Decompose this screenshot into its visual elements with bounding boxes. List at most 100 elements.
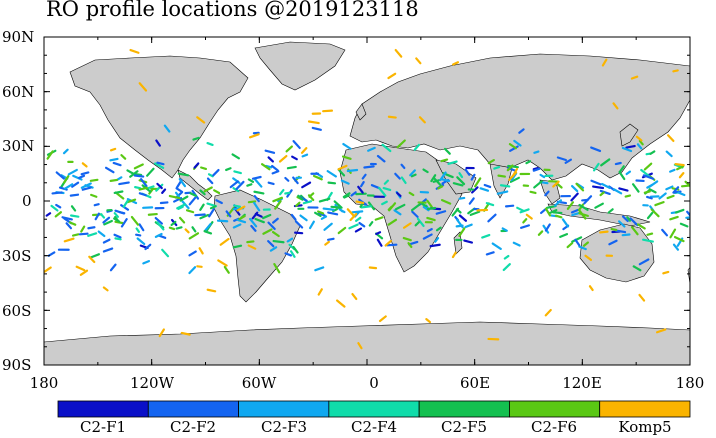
- ro-profile-marker: [133, 174, 145, 178]
- ro-profile-marker: [154, 216, 163, 225]
- ro-profile-marker: [539, 208, 547, 215]
- ro-profile-marker: [178, 178, 187, 188]
- ro-profile-marker: [396, 139, 406, 149]
- ro-profile-marker: [625, 170, 632, 176]
- ro-profile-marker: [381, 200, 388, 206]
- ro-profile-marker: [669, 215, 679, 221]
- ro-profile-marker: [499, 184, 511, 188]
- ro-profile-marker: [231, 153, 241, 160]
- ro-profile-marker: [126, 198, 137, 204]
- ro-profile-marker: [271, 217, 279, 224]
- ro-profile-marker: [378, 186, 387, 197]
- ro-profile-marker: [578, 212, 589, 217]
- ro-profile-marker: [434, 236, 440, 243]
- ro-profile-marker: [677, 191, 686, 197]
- ro-profile-marker: [161, 188, 167, 194]
- ro-profile-marker: [590, 179, 602, 186]
- ro-profile-marker: [63, 175, 70, 184]
- ro-profile-marker: [646, 183, 654, 189]
- ro-profile-marker: [640, 168, 650, 177]
- ro-profile-marker: [368, 221, 374, 227]
- ro-profile-marker: [285, 145, 293, 153]
- ro-profile-marker: [114, 237, 122, 241]
- ro-profile-marker: [208, 208, 215, 218]
- legend-label-komp5: Komp5: [618, 418, 672, 436]
- ro-profile-marker: [479, 187, 490, 192]
- ro-profile-marker: [88, 255, 96, 264]
- ro-profile-marker: [522, 218, 528, 224]
- ro-profile-marker: [643, 162, 653, 171]
- ro-profile-marker: [400, 176, 407, 185]
- ro-profile-marker: [600, 182, 611, 190]
- ro-profile-marker: [415, 57, 422, 65]
- ro-profile-marker: [354, 227, 363, 233]
- ro-profile-marker: [665, 150, 673, 158]
- ro-profile-marker: [584, 254, 593, 262]
- ro-profile-marker: [236, 218, 247, 224]
- ro-profile-marker: [89, 178, 99, 182]
- ro-profile-marker: [470, 173, 476, 181]
- legend-label-c2-f5: C2-F5: [440, 418, 488, 436]
- ro-profile-marker: [368, 266, 378, 270]
- ro-profile-marker: [109, 157, 119, 162]
- ro-profile-marker: [564, 158, 572, 164]
- ro-profile-marker: [80, 225, 86, 233]
- ro-profile-marker: [636, 143, 643, 150]
- ro-profile-marker: [62, 148, 69, 155]
- ro-profile-marker: [409, 169, 416, 177]
- ro-profile-marker: [355, 216, 362, 222]
- ro-profile-marker: [317, 210, 325, 215]
- ro-profile-marker: [155, 139, 161, 147]
- ro-profile-marker: [676, 165, 685, 171]
- ro-profile-marker: [425, 318, 432, 324]
- ro-profile-marker: [156, 221, 165, 231]
- legend-label-c2-f6: C2-F6: [530, 418, 578, 436]
- ro-profile-marker: [680, 184, 690, 188]
- ro-profile-marker: [161, 248, 170, 258]
- ro-profile-marker: [673, 235, 685, 243]
- ro-profile-marker: [291, 155, 298, 161]
- ro-profile-marker: [426, 206, 437, 211]
- ro-profile-marker: [75, 265, 86, 272]
- ro-profile-marker: [621, 215, 629, 223]
- ro-profile-marker: [69, 214, 80, 218]
- ro-profile-marker: [146, 167, 155, 177]
- ro-profile-marker: [638, 293, 646, 302]
- ro-profile-marker: [452, 182, 464, 187]
- ro-profile-marker: [440, 178, 451, 182]
- ro-profile-marker: [570, 184, 579, 193]
- ro-profile-marker: [184, 228, 190, 234]
- ro-profile-marker: [215, 199, 223, 205]
- ro-profile-marker: [502, 263, 511, 272]
- ro-profile-marker: [583, 195, 593, 205]
- ro-profile-marker: [666, 194, 675, 200]
- ro-profile-marker: [338, 208, 346, 214]
- ro-profile-marker: [290, 213, 297, 221]
- legend-swatch: [147, 400, 239, 418]
- ro-profile-marker: [351, 210, 364, 214]
- ro-profile-marker: [592, 162, 600, 172]
- ro-profile-marker: [504, 204, 515, 208]
- ro-profile-marker: [118, 181, 130, 186]
- ro-profile-marker: [163, 124, 171, 133]
- ro-profile-marker: [113, 233, 122, 239]
- ro-profile-marker: [607, 208, 614, 214]
- legend-swatch: [238, 400, 330, 418]
- ro-profile-marker: [301, 153, 309, 158]
- ro-profile-marker: [156, 161, 165, 166]
- ro-profile-marker: [94, 212, 101, 221]
- ro-profile-marker: [532, 167, 541, 172]
- lon-label-120w: 120W: [129, 374, 175, 392]
- ro-profile-marker: [432, 176, 442, 186]
- ro-profile-marker: [175, 187, 183, 193]
- ro-profile-marker: [262, 228, 273, 235]
- ro-profile-marker: [537, 230, 544, 236]
- ro-profile-marker: [292, 140, 301, 150]
- ro-profile-marker: [81, 162, 88, 168]
- ro-profile-marker: [79, 269, 89, 276]
- ro-profile-marker: [54, 211, 62, 218]
- ro-profile-marker: [672, 69, 679, 73]
- ro-profile-marker: [599, 230, 609, 234]
- ro-profile-marker: [400, 163, 406, 170]
- ro-profile-marker: [383, 179, 390, 185]
